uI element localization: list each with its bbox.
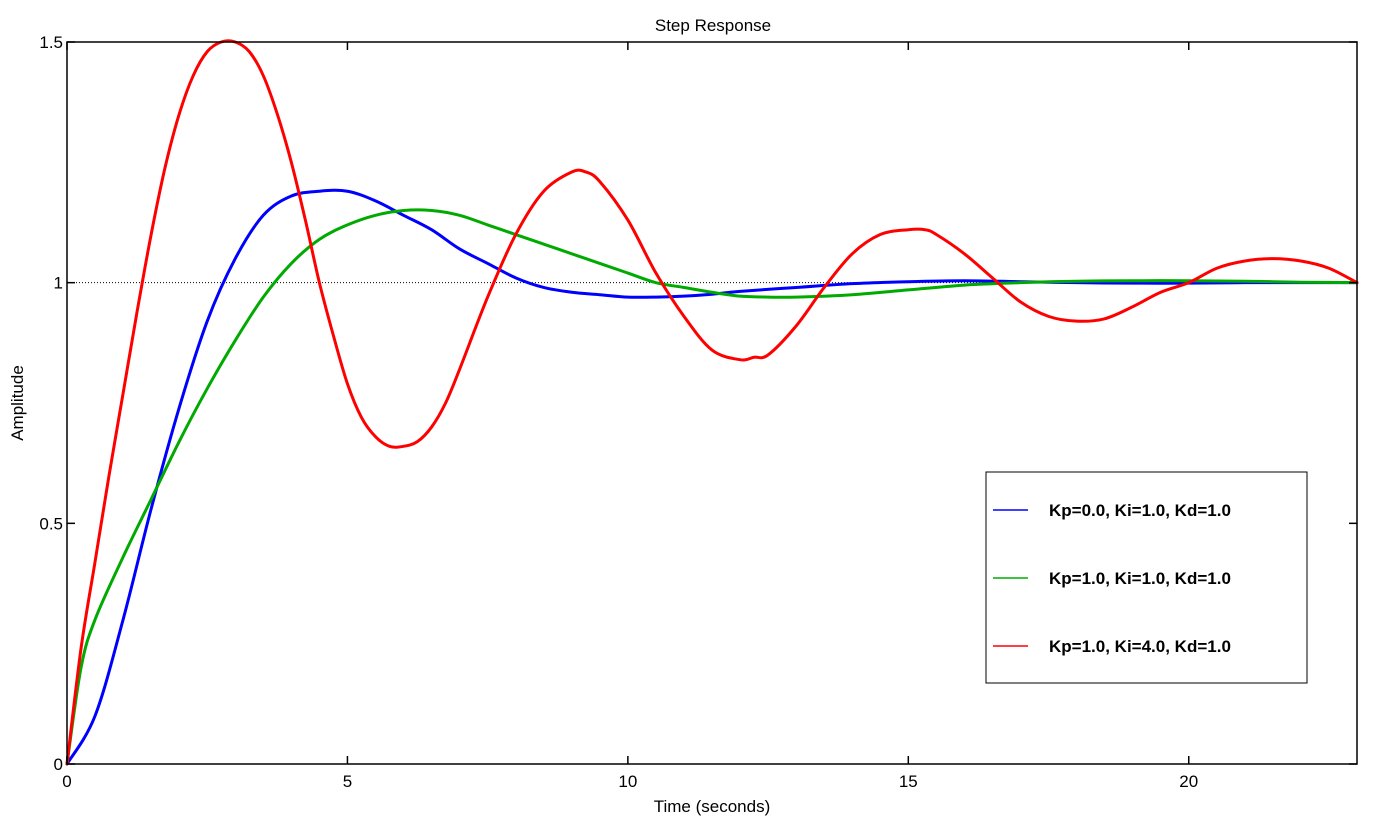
legend: Kp=0.0, Ki=1.0, Kd=1.0 Kp=1.0, Ki=1.0, Kd…	[985, 471, 1308, 684]
legend-label-3: Kp=1.0, Ki=4.0, Kd=1.0	[1049, 637, 1231, 656]
y-tick-label: 1	[54, 274, 63, 293]
x-tick-label: 20	[1179, 772, 1198, 791]
axis-ticks: 0 5 10 15 20 0 0.5 1 1.5	[39, 33, 1357, 791]
y-tick-label: 0	[54, 755, 63, 774]
x-tick-label: 10	[618, 772, 637, 791]
x-tick-label: 15	[899, 772, 918, 791]
y-tick-label: 1.5	[39, 33, 63, 52]
legend-box	[985, 471, 1308, 684]
chart-title: Step Response	[655, 16, 771, 35]
x-axis-label: Time (seconds)	[654, 797, 771, 816]
series-line-2	[65, 208, 1359, 766]
legend-label-1: Kp=0.0, Ki=1.0, Kd=1.0	[1049, 501, 1231, 520]
series-line-3	[65, 39, 1359, 766]
x-tick-label: 5	[343, 772, 352, 791]
plot-area	[65, 39, 1359, 766]
legend-label-2: Kp=1.0, Ki=1.0, Kd=1.0	[1049, 569, 1231, 588]
plot-frame	[66, 41, 1358, 765]
y-axis-label: Amplitude	[8, 365, 27, 441]
y-tick-label: 0.5	[39, 514, 63, 533]
x-tick-label: 0	[62, 772, 71, 791]
